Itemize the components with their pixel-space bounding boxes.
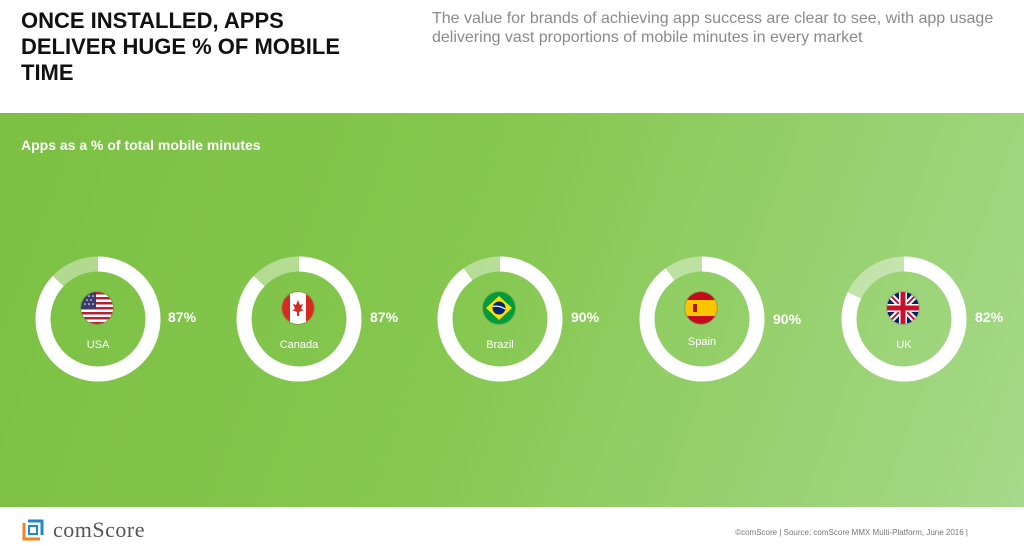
donut-uk-ring [841, 256, 967, 382]
country-label-brazil: Brazil [486, 339, 514, 351]
donut-value-arc [841, 256, 967, 382]
canada-flag-icon [282, 292, 314, 324]
country-label-spain: Spain [687, 336, 717, 348]
donut-value-arc [437, 256, 563, 382]
usa-flag-icon [81, 292, 113, 324]
chart-panel: Apps as a % of total mobile minutes USA … [0, 113, 1024, 507]
brazil-flag-icon [483, 292, 515, 324]
donut-usa: USA [35, 256, 161, 382]
value-label-brazil: 90% [571, 309, 600, 325]
header: ONCE INSTALLED, APPS DELIVER HUGE % OF M… [0, 0, 1024, 113]
page-title: ONCE INSTALLED, APPS DELIVER HUGE % OF M… [21, 8, 341, 85]
brand-name: comScore [53, 517, 145, 542]
source-note: ©comScore | Source: comScore MMX Multi-P… [735, 528, 968, 537]
donut-spain: Spain [639, 256, 765, 382]
value-label-spain: 90% [773, 311, 802, 327]
spain-flag-icon [685, 292, 717, 324]
donut-brazil-ring [437, 256, 563, 382]
value-label-usa: 87% [168, 309, 197, 325]
page-subtitle: The value for brands of achieving app su… [432, 10, 994, 46]
country-label-uk: UK [896, 339, 912, 351]
donut-uk: UK [841, 256, 967, 382]
value-label-uk: 82% [975, 309, 1004, 325]
donut-value-arc [35, 256, 161, 382]
donut-value-arc [236, 256, 362, 382]
donut-usa-ring [35, 256, 161, 382]
country-label-canada: Canada [279, 339, 319, 351]
donut-spain-ring [639, 256, 765, 382]
footer: comScore ©comScore | Source: comScore MM… [0, 507, 1024, 546]
chart-title: Apps as a % of total mobile minutes [21, 137, 261, 153]
donut-value-arc [639, 256, 765, 382]
value-label-canada: 87% [370, 309, 399, 325]
donut-brazil: Brazil [437, 256, 563, 382]
donut-canada-ring [236, 256, 362, 382]
donut-canada: Canada [236, 256, 362, 382]
uk-flag-icon [887, 292, 919, 324]
comscore-logo-icon [22, 519, 44, 541]
country-label-usa: USA [86, 339, 110, 351]
